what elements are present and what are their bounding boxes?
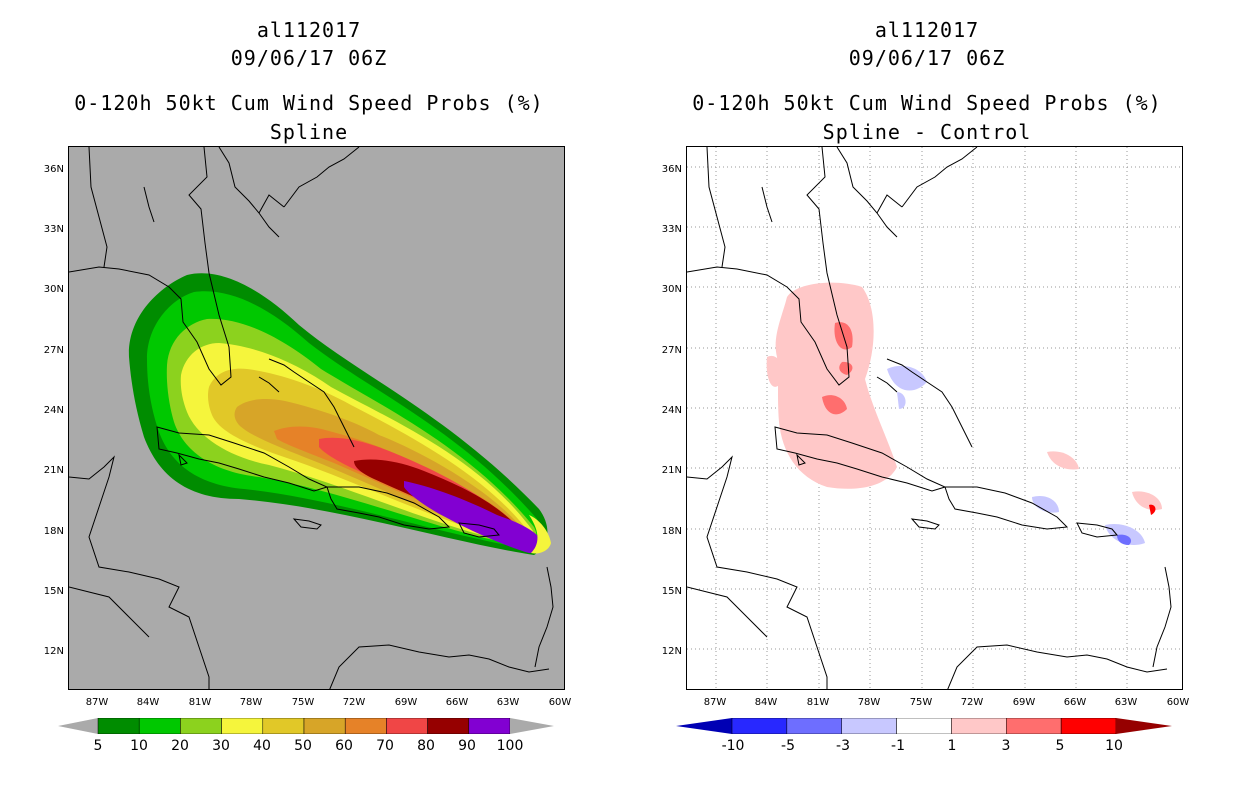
colorbar-cell xyxy=(427,718,470,734)
map-svg xyxy=(687,147,1182,689)
product-title: 0-120h 50kt Cum Wind Speed Probs (%) xyxy=(74,91,544,115)
storm-id: al112017 xyxy=(256,18,362,42)
lat-label: 12N xyxy=(661,646,682,657)
left-panel: al112017 09/06/17 06Z 0-120h 50kt Cum Wi… xyxy=(43,18,572,754)
colorbar-label: -1 xyxy=(891,738,905,754)
colorbar-label: 40 xyxy=(253,738,271,754)
colorbar-label: 1 xyxy=(947,738,957,754)
lat-label: 30N xyxy=(661,284,682,295)
colorbar-low-arrow xyxy=(58,718,98,734)
colorbar-cell xyxy=(386,718,428,734)
model-title: Spline xyxy=(269,120,349,144)
colorbar-cell xyxy=(786,718,842,734)
lat-label: 33N xyxy=(43,224,64,235)
colorbar-label: 90 xyxy=(458,738,476,754)
colorbar-left xyxy=(58,718,554,734)
difference-contours xyxy=(766,282,1162,545)
lat-label: 36N xyxy=(661,164,682,175)
colorbar-label: 50 xyxy=(294,738,312,754)
lon-label: 84W xyxy=(136,697,160,708)
colorbar-label: 60 xyxy=(335,738,353,754)
coastlines xyxy=(687,147,1172,689)
grid-lines xyxy=(687,147,1182,689)
lon-label: 87W xyxy=(85,697,109,708)
lon-label: 87W xyxy=(703,697,727,708)
lon-label: 81W xyxy=(188,697,212,708)
colorbar-cell xyxy=(180,718,222,734)
colorbar-label: 10 xyxy=(130,738,148,754)
lon-label: 69W xyxy=(1012,697,1036,708)
colorbar-label: -3 xyxy=(836,738,850,754)
forecast-time: 09/06/17 06Z xyxy=(230,46,388,70)
lat-label: 27N xyxy=(43,345,64,356)
lat-label: 15N xyxy=(43,586,64,597)
colorbar-right xyxy=(676,718,1172,734)
colorbar-label: 3 xyxy=(1001,738,1011,754)
colorbar-high-arrow xyxy=(1116,718,1172,734)
colorbar-cell xyxy=(221,718,264,734)
colorbar-cell xyxy=(97,718,140,734)
lon-label: 84W xyxy=(754,697,778,708)
colorbar-cell xyxy=(468,718,511,734)
lat-label: 24N xyxy=(43,405,64,416)
lon-label: 69W xyxy=(394,697,418,708)
colorbar-label: 5 xyxy=(1055,738,1065,754)
right-panel: al112017 09/06/17 06Z 0-120h 50kt Cum Wi… xyxy=(618,0,1236,800)
colorbar-cell xyxy=(344,718,387,734)
lat-label: 36N xyxy=(43,164,64,175)
lat-label: 24N xyxy=(661,405,682,416)
lon-label: 78W xyxy=(239,697,263,708)
colorbar-cell xyxy=(841,718,897,734)
lon-label: 60W xyxy=(548,697,572,708)
lon-label: 63W xyxy=(496,697,520,708)
lon-label: 81W xyxy=(806,697,830,708)
colorbar-cell xyxy=(731,718,788,734)
lon-label: 66W xyxy=(445,697,469,708)
colorbar-high-arrow xyxy=(510,718,554,734)
difference-map xyxy=(686,146,1183,690)
colorbar-label: -10 xyxy=(721,738,745,754)
colorbar-cell xyxy=(262,718,305,734)
colorbar-cell xyxy=(896,718,952,734)
map-svg xyxy=(69,147,554,689)
colorbar-cell xyxy=(138,718,181,734)
lat-label: 27N xyxy=(661,345,682,356)
colorbar-cell xyxy=(951,718,1007,734)
colorbar-low-arrow xyxy=(676,718,732,734)
lat-label: 21N xyxy=(661,465,682,476)
storm-id: al112017 xyxy=(874,18,980,42)
colorbar-label: -5 xyxy=(781,738,795,754)
colorbar-label: 30 xyxy=(212,738,230,754)
lat-label: 30N xyxy=(43,284,64,295)
lon-label: 72W xyxy=(342,697,366,708)
lon-label: 75W xyxy=(909,697,933,708)
model-title: Spline - Control xyxy=(822,120,1032,144)
lon-label: 63W xyxy=(1114,697,1138,708)
lat-label: 15N xyxy=(661,586,682,597)
colorbar-label: 20 xyxy=(171,738,189,754)
forecast-time: 09/06/17 06Z xyxy=(848,46,1006,70)
colorbar-label: 70 xyxy=(376,738,394,754)
colorbar-label: 5 xyxy=(93,738,103,754)
lon-label: 75W xyxy=(291,697,315,708)
lon-label: 66W xyxy=(1063,697,1087,708)
lat-label: 18N xyxy=(661,526,682,537)
colorbar-cell xyxy=(303,718,346,734)
probability-map xyxy=(68,146,565,690)
probability-swath xyxy=(128,273,551,555)
lat-label: 12N xyxy=(43,646,64,657)
lat-label: 21N xyxy=(43,465,64,476)
lat-label: 18N xyxy=(43,526,64,537)
lat-label: 33N xyxy=(661,224,682,235)
colorbar-cell xyxy=(1006,718,1062,734)
colorbar-label: 80 xyxy=(417,738,435,754)
colorbar-label: 100 xyxy=(496,738,524,754)
colorbar-cell xyxy=(1060,718,1117,734)
colorbar-label: 10 xyxy=(1105,738,1123,754)
lon-label: 72W xyxy=(960,697,984,708)
product-title: 0-120h 50kt Cum Wind Speed Probs (%) xyxy=(692,91,1162,115)
lon-label: 60W xyxy=(1166,697,1190,708)
coastlines xyxy=(69,147,554,689)
lon-label: 78W xyxy=(857,697,881,708)
